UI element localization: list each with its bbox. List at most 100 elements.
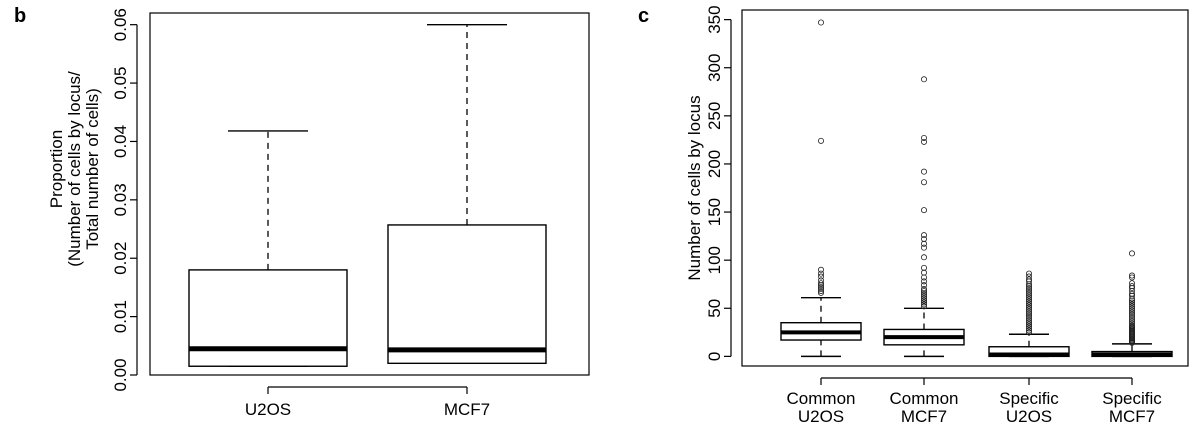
outlier-point <box>1026 294 1033 301</box>
outlier-point <box>921 289 928 296</box>
outlier-point <box>1129 311 1136 318</box>
box-iqr <box>188 269 348 367</box>
outlier-point <box>921 232 928 239</box>
c-x-tick-label: MCF7 <box>901 407 947 426</box>
outlier-point <box>1129 299 1136 306</box>
outlier-point <box>1026 306 1033 313</box>
outlier-point <box>921 254 928 261</box>
c-x-tick-label: MCF7 <box>1109 407 1155 426</box>
outlier-point <box>921 138 928 145</box>
b-y-tick-label: 0.03 <box>111 183 130 216</box>
c-y-tick-label: 0 <box>705 352 724 361</box>
panel-c-boxplot: c 0 50 100 150 200 250 300 350 Number of cells … <box>638 5 1189 426</box>
b-x-tick-label: U2OS <box>245 400 291 419</box>
outlier-point <box>921 168 928 175</box>
outlier-point <box>921 293 928 300</box>
outlier-point <box>1026 325 1033 332</box>
b-x-tick-label: MCF7 <box>444 400 490 419</box>
outlier-point <box>921 134 928 141</box>
outlier-point <box>818 280 825 287</box>
b-y-label-line: Proportion <box>47 130 66 208</box>
c-x-tick-label: Specific <box>1102 389 1162 408</box>
panel-c-boxes <box>780 19 1173 358</box>
outlier-point <box>1129 290 1136 297</box>
outlier-point <box>1026 302 1033 309</box>
outlier-point <box>818 284 825 291</box>
panel-c-label: c <box>638 5 649 27</box>
outlier-point <box>1026 304 1033 311</box>
box-iqr <box>387 224 547 365</box>
outlier-point <box>921 244 928 251</box>
outlier-point <box>921 291 928 298</box>
panel-b-x-axis: U2OS MCF7 <box>245 386 490 419</box>
outlier-point <box>818 277 825 284</box>
outlier-point <box>1129 301 1136 308</box>
c-y-tick-label: 200 <box>705 150 724 178</box>
outlier-point <box>921 282 928 289</box>
b-box-1 <box>188 130 348 367</box>
b-y-tick-label: 0.01 <box>111 300 130 333</box>
c-y-tick-label: 100 <box>705 246 724 274</box>
outlier-point <box>818 19 825 26</box>
panel-b-boxplot: b 0.00 0.01 0.02 0.03 0.04 0.05 0.06 Proportio… <box>14 5 590 419</box>
panel-b-plot-frame <box>149 12 590 376</box>
b-box-2 <box>387 23 547 365</box>
b-y-label-line: Total number of cells) <box>83 88 102 250</box>
panel-c-y-axis: 0 50 100 150 200 250 300 350 <box>705 5 732 361</box>
outlier-point <box>818 273 825 280</box>
outlier-point <box>1026 317 1033 324</box>
b-y-tick-label: 0.06 <box>111 8 130 41</box>
c-x-tick-label: Common <box>787 389 856 408</box>
c-y-tick-label: 350 <box>705 5 724 33</box>
outlier-point <box>1026 273 1033 280</box>
outlier-point <box>1129 303 1136 310</box>
outlier-point <box>921 264 928 271</box>
panel-b-y-axis: 0.00 0.01 0.02 0.03 0.04 0.05 0.06 <box>111 8 138 392</box>
outlier-point <box>1026 285 1033 292</box>
panel-b-y-axis-label: Proportion (Number of cells by locus/Tota… <box>47 71 102 267</box>
panel-c-plot-frame <box>741 9 1189 367</box>
b-y-tick-label: 0.02 <box>111 242 130 275</box>
outlier-point <box>1129 318 1136 325</box>
outlier-point <box>1129 274 1136 281</box>
panel-c-y-axis-label: Number of cells by locus <box>685 95 704 280</box>
outlier-point <box>818 137 825 144</box>
outlier-point <box>921 287 928 294</box>
panel-b-label: b <box>14 5 26 27</box>
outlier-point <box>921 303 928 310</box>
outlier-point <box>818 266 825 273</box>
b-y-tick-label: 0.00 <box>111 358 130 391</box>
outlier-point <box>1026 313 1033 320</box>
outlier-point <box>921 76 928 83</box>
outlier-point <box>921 278 928 285</box>
outlier-point <box>1026 298 1033 305</box>
b-y-tick-label: 0.04 <box>111 125 130 158</box>
outlier-point <box>818 270 825 277</box>
outlier-point <box>818 286 825 293</box>
outlier-point <box>1026 329 1033 336</box>
outlier-point <box>921 235 928 242</box>
c-y-tick-label: 300 <box>705 54 724 82</box>
panel-c-x-axis: CommonU2OSCommonMCF7SpecificU2OSSpecific… <box>787 377 1162 426</box>
outlier-point <box>1129 309 1136 316</box>
outlier-point <box>921 301 928 308</box>
outlier-point <box>1026 300 1033 307</box>
c-x-tick-label: Specific <box>999 389 1059 408</box>
outlier-point <box>1026 312 1033 319</box>
outlier-point <box>1026 296 1033 303</box>
c-box-4 <box>1091 250 1173 358</box>
outlier-point <box>1129 283 1136 290</box>
outlier-point <box>1129 320 1136 327</box>
outlier-point <box>1129 322 1136 329</box>
c-box-3 <box>988 270 1070 358</box>
outlier-point <box>1129 250 1136 257</box>
c-box-2 <box>883 76 965 358</box>
c-x-tick-label: U2OS <box>798 407 844 426</box>
outlier-point <box>1026 315 1033 322</box>
outlier-point <box>921 207 928 214</box>
c-y-tick-label: 250 <box>705 102 724 130</box>
outlier-point <box>1026 286 1033 293</box>
outlier-point <box>921 295 928 302</box>
c-box-1 <box>780 19 862 358</box>
